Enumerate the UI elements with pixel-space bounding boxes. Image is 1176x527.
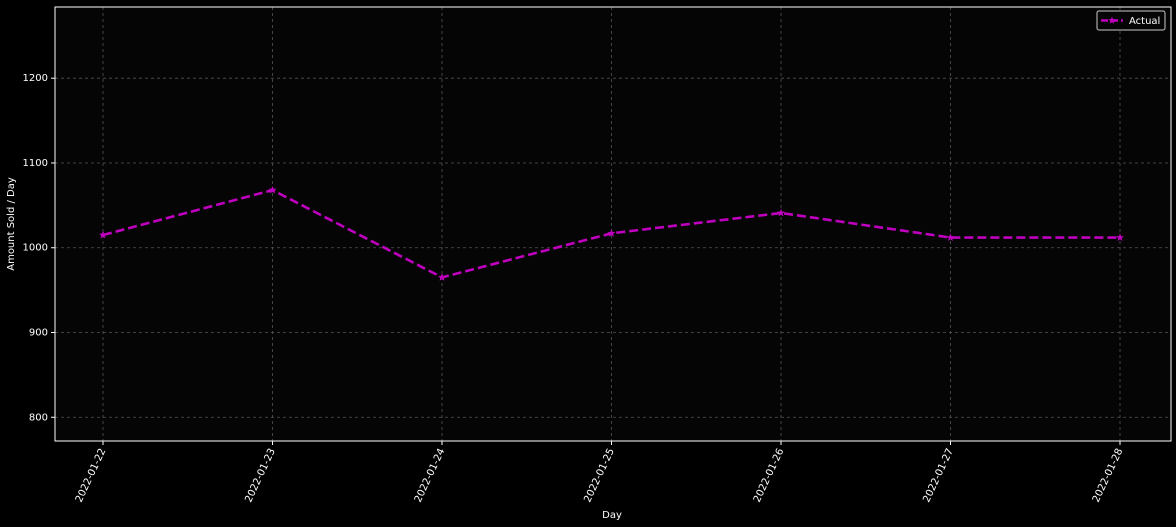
plot-frame [54,6,1172,442]
y-tick-label: 800 [29,412,48,423]
y-tick-label: 1000 [23,243,48,254]
y-tick-label: 1200 [23,73,48,84]
data-point [607,229,616,237]
data-point [268,185,277,194]
plot-background [55,7,1171,441]
data-point [99,230,107,239]
legend-marker-star [1108,16,1116,24]
grid-lines [55,7,1171,441]
y-tick-label: 1100 [23,158,48,169]
x-tick-label: 2022-01-26 [752,447,787,504]
x-tick-label: 2022-01-22 [74,447,109,504]
x-axis-label: Day [602,510,622,521]
data-point [1116,233,1124,241]
data-point [946,233,955,241]
x-tick-label: 2022-01-24 [413,447,448,504]
legend-entry-actual: Actual [1129,16,1160,27]
y-tick-label: 900 [29,328,48,339]
x-tick-label: 2022-01-23 [243,447,278,504]
x-tick-label: 2022-01-27 [921,447,956,504]
y-axis-label: Amount Sold / Day [6,177,17,271]
x-tick-label: 2022-01-28 [1091,447,1126,504]
data-point [777,208,785,217]
legend-box [1096,10,1166,31]
series-layer [99,185,1124,281]
x-tick-label: 2022-01-25 [582,447,617,504]
data-point [438,273,446,281]
legend: Actual [1096,10,1166,31]
